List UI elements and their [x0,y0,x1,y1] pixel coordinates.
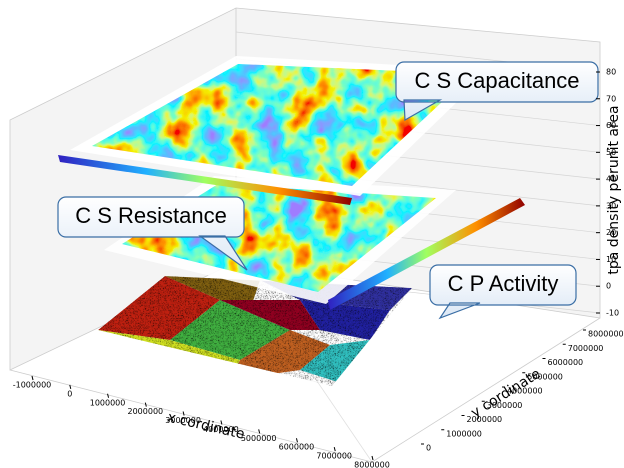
z-tick-label: 40 [606,175,616,184]
z-tick-label: 10 [606,255,616,264]
x-tick-label: 0 [67,389,72,398]
x-tick-label: 4000000 [203,425,239,434]
x-tick [32,376,33,380]
z-tick-label: 60 [606,121,616,130]
callout-text: C P Activity [448,271,559,296]
page: C S Capacitance C S Resistance C P Activ… [0,0,624,468]
z-axis-label: tpa density perunit area [606,105,622,274]
z-tick-label: 50 [606,148,616,157]
y-tick-label: 5000000 [527,372,563,381]
x-tick [372,456,373,460]
x-tick-label: 7000000 [316,452,352,461]
z-tick-label: 20 [606,228,616,237]
x-tick-label: 5000000 [241,434,277,443]
x-tick-label: 8000000 [354,461,390,468]
x-tick-label: 6000000 [279,443,315,452]
y-tick-label: 8000000 [588,330,624,339]
y-tick-label: 7000000 [568,344,604,353]
callout-text: C S Resistance [75,203,227,228]
y-tick-label: 3000000 [487,401,523,410]
y-tick-label: 2000000 [467,415,503,424]
x-tick [296,438,297,442]
callout-text: C S Capacitance [414,68,579,93]
y-tick-label: 0 [426,444,431,453]
y-tick-label: 6000000 [548,358,584,367]
z-tick-label: 70 [606,94,616,103]
x-tick-label: 3000000 [165,416,201,425]
z-tick-label: -10 [606,309,619,318]
y-tick-label: 4000000 [507,387,543,396]
z-tick-label: 0 [606,282,611,291]
x-tick [145,403,146,407]
chart: C S Capacitance C S Resistance C P Activ… [0,0,624,468]
z-tick-label: 30 [606,201,616,210]
y-tick-label: 1000000 [446,429,482,438]
x-tick-label: -1000000 [13,381,52,390]
z-tick-label: 80 [606,68,616,77]
x-tick-label: 2000000 [128,407,164,416]
x-tick [334,447,335,451]
x-tick [259,429,260,433]
x-tick [108,394,109,398]
x-tick-label: 1000000 [90,398,126,407]
